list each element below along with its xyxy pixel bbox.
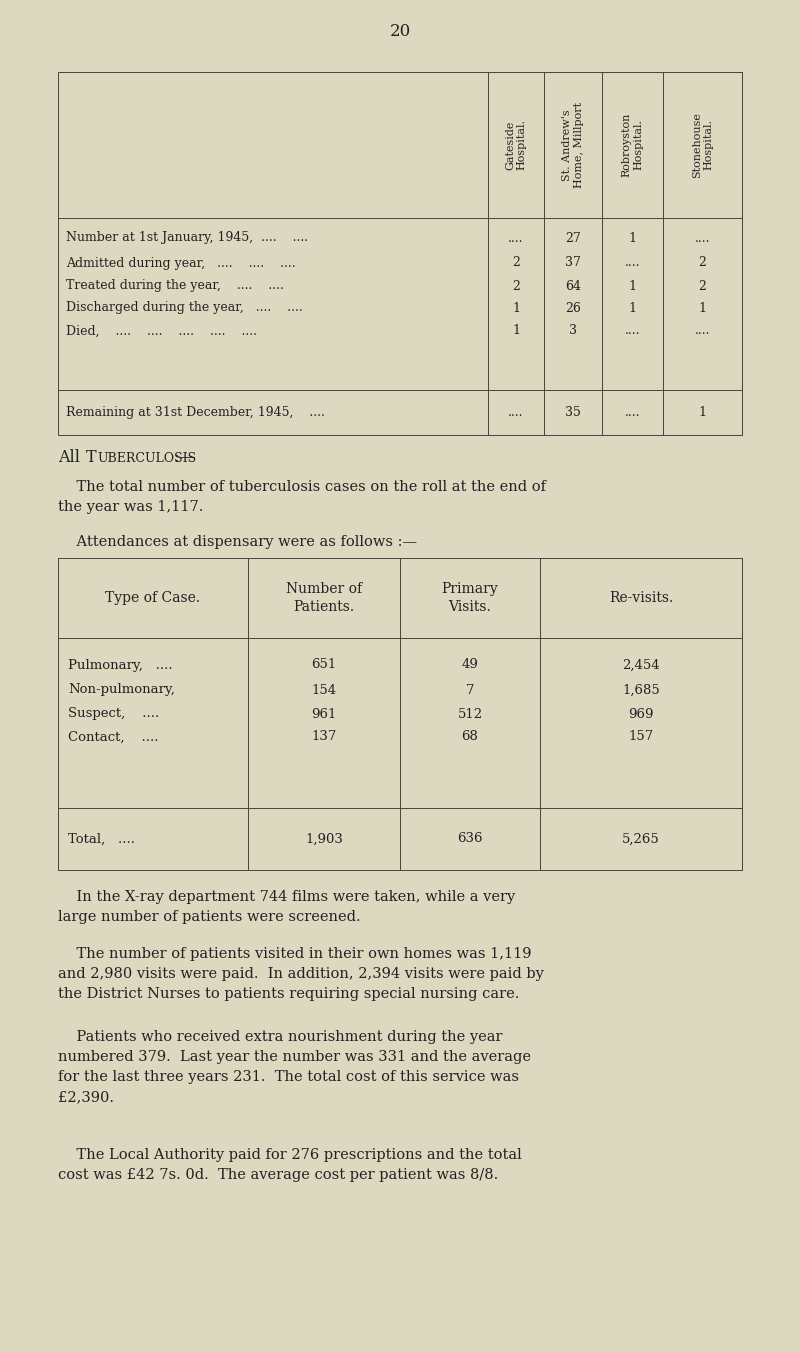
Text: 27: 27 [565, 231, 581, 245]
Text: 961: 961 [311, 707, 337, 721]
Text: All: All [58, 449, 85, 466]
Bar [58, 558, 742, 869]
Text: 1: 1 [629, 231, 637, 245]
Text: Primary
Visits.: Primary Visits. [442, 581, 498, 614]
Text: 2: 2 [698, 280, 706, 292]
Text: ....: .... [508, 231, 524, 245]
Text: The Local Authority paid for 276 prescriptions and the total
cost was £42 7s. 0d: The Local Authority paid for 276 prescri… [58, 1148, 522, 1182]
Text: Re-visits.: Re-visits. [609, 591, 673, 604]
Text: 37: 37 [565, 257, 581, 269]
Bar [58, 72, 742, 435]
Text: The total number of tuberculosis cases on the roll at the end of
the year was 1,: The total number of tuberculosis cases o… [58, 480, 546, 514]
Text: 1,903: 1,903 [305, 833, 343, 845]
Text: Suspect,    ....: Suspect, .... [68, 707, 159, 721]
Text: The number of patients visited in their own homes was 1,119
and 2,980 visits wer: The number of patients visited in their … [58, 946, 544, 1000]
Text: ....: .... [694, 231, 710, 245]
Text: 636: 636 [458, 833, 482, 845]
Text: :—: :— [169, 449, 196, 466]
Text: 2: 2 [698, 257, 706, 269]
Text: 26: 26 [565, 301, 581, 315]
Text: ....: .... [694, 324, 710, 338]
Text: Robroyston
Hospital.: Robroyston Hospital. [622, 112, 643, 177]
Text: Non-pulmonary,: Non-pulmonary, [68, 684, 175, 696]
Text: Type of Case.: Type of Case. [106, 591, 201, 604]
Text: 2: 2 [512, 257, 520, 269]
Text: 1: 1 [512, 324, 520, 338]
Text: Remaining at 31st December, 1945,    ....: Remaining at 31st December, 1945, .... [66, 406, 325, 419]
Text: ....: .... [625, 257, 640, 269]
Text: 651: 651 [311, 658, 337, 672]
Text: Number of
Patients.: Number of Patients. [286, 581, 362, 614]
Text: 1: 1 [629, 280, 637, 292]
Text: 2,454: 2,454 [622, 658, 660, 672]
Text: 137: 137 [311, 730, 337, 744]
Text: Gateside
Hospital.: Gateside Hospital. [506, 119, 526, 170]
Text: 2: 2 [512, 280, 520, 292]
Text: Total,   ....: Total, .... [68, 833, 135, 845]
Text: 1: 1 [512, 301, 520, 315]
Text: 3: 3 [569, 324, 577, 338]
Text: T: T [86, 449, 97, 466]
Text: Discharged during the year,   ....    ....: Discharged during the year, .... .... [66, 301, 302, 315]
Text: 969: 969 [628, 707, 654, 721]
Text: 154: 154 [311, 684, 337, 696]
Text: 5,265: 5,265 [622, 833, 660, 845]
Text: 35: 35 [565, 406, 581, 419]
Text: ....: .... [625, 406, 640, 419]
Text: ....: .... [508, 406, 524, 419]
Text: UBERCULOSIS: UBERCULOSIS [97, 452, 196, 465]
Text: 64: 64 [565, 280, 581, 292]
Text: Admitted during year,   ....    ....    ....: Admitted during year, .... .... .... [66, 257, 296, 269]
Text: Stonehouse
Hospital.: Stonehouse Hospital. [692, 112, 714, 178]
Text: 68: 68 [462, 730, 478, 744]
Text: Pulmonary,   ....: Pulmonary, .... [68, 658, 173, 672]
Text: Number at 1st January, 1945,  ....    ....: Number at 1st January, 1945, .... .... [66, 231, 308, 245]
Text: 157: 157 [628, 730, 654, 744]
Text: 1: 1 [698, 406, 706, 419]
Text: 49: 49 [462, 658, 478, 672]
Text: Treated during the year,    ....    ....: Treated during the year, .... .... [66, 280, 284, 292]
Text: In the X-ray department 744 films were taken, while a very
large number of patie: In the X-ray department 744 films were t… [58, 890, 515, 923]
Text: St. Andrew's
Home, Millport: St. Andrew's Home, Millport [562, 101, 584, 188]
Text: Patients who received extra nourishment during the year
numbered 379.  Last year: Patients who received extra nourishment … [58, 1030, 531, 1105]
Text: 20: 20 [390, 23, 410, 41]
Text: 1,685: 1,685 [622, 684, 660, 696]
Text: ....: .... [625, 324, 640, 338]
Text: Contact,    ....: Contact, .... [68, 730, 158, 744]
Text: 512: 512 [458, 707, 482, 721]
Text: 1: 1 [698, 301, 706, 315]
Text: 7: 7 [466, 684, 474, 696]
Text: Died,    ....    ....    ....    ....    ....: Died, .... .... .... .... .... [66, 324, 257, 338]
Text: Attendances at dispensary were as follows :—: Attendances at dispensary were as follow… [58, 535, 417, 549]
Text: 1: 1 [629, 301, 637, 315]
